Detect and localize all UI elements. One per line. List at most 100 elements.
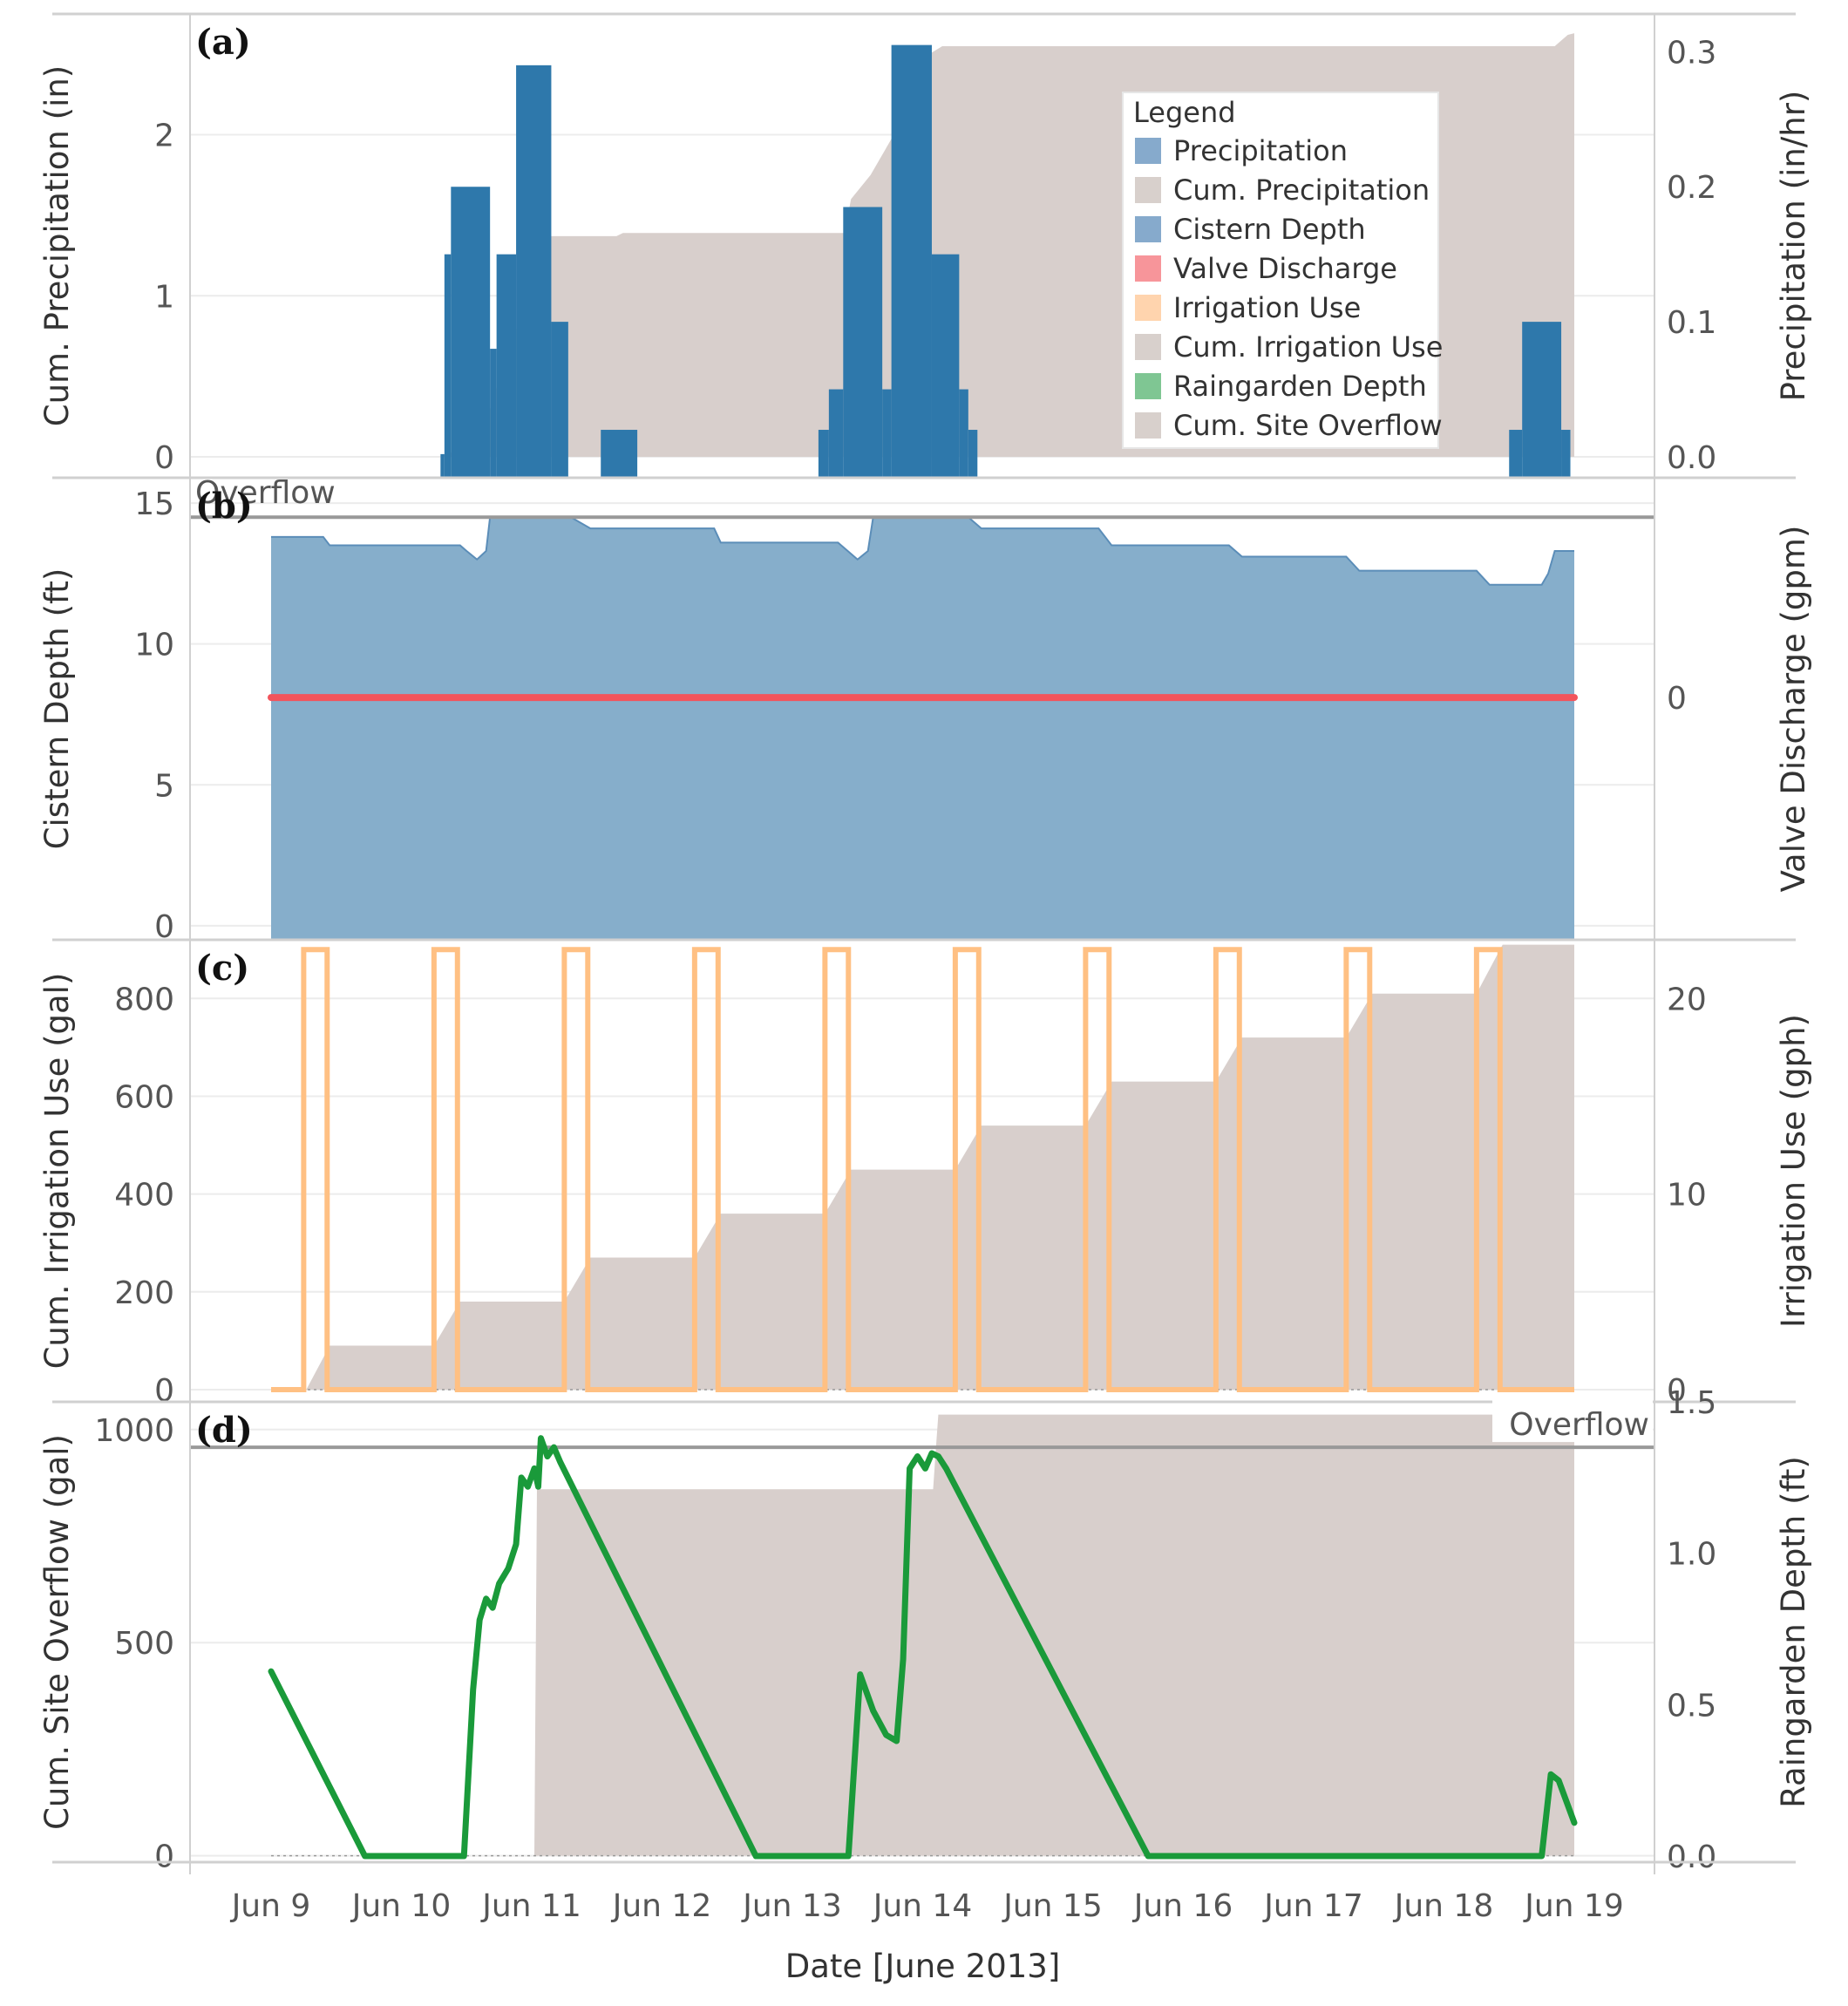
legend-swatch xyxy=(1135,373,1161,399)
precipitation-bar xyxy=(440,453,445,478)
precipitation-bar xyxy=(1522,322,1562,478)
precipitation-bar xyxy=(828,389,844,478)
legend-label: Raingarden Depth xyxy=(1173,370,1427,403)
precipitation-bar xyxy=(968,430,978,478)
tick-label-left: 0 xyxy=(154,1373,174,1409)
legend-label: Cum. Irrigation Use xyxy=(1173,330,1443,364)
x-tick-label: Jun 9 xyxy=(230,1888,311,1924)
panel-label: (a) xyxy=(195,22,251,63)
tick-label-left: 1000 xyxy=(94,1413,174,1449)
legend-label: Cum. Precipitation xyxy=(1173,173,1430,207)
irrigation-use-line xyxy=(271,947,1574,1392)
legend-label: Irrigation Use xyxy=(1173,291,1361,324)
x-tick-label: Jun 16 xyxy=(1132,1888,1233,1924)
tick-label-left: 2 xyxy=(154,119,174,154)
legend-title: Legend xyxy=(1133,96,1236,129)
precipitation-bar xyxy=(882,389,892,478)
tick-label-left: 200 xyxy=(114,1275,174,1311)
legend-box xyxy=(1122,92,1439,449)
y-axis-label-left: Cistern Depth (ft) xyxy=(38,568,76,850)
tick-label-left: 600 xyxy=(114,1079,174,1115)
raingarden-depth-line xyxy=(268,1435,1578,1860)
x-tick-label: Jun 18 xyxy=(1393,1888,1494,1924)
precipitation-bar xyxy=(891,44,932,478)
tick-label-right: 0 xyxy=(1667,1373,1687,1409)
x-axis-label: Date [June 2013] xyxy=(785,1948,1061,1985)
y-axis-label-right: Precipitation (in/hr) xyxy=(1775,91,1812,402)
panel-label: (c) xyxy=(195,948,249,989)
legend: Legend Precipitation Cum. Precipitation Cis… xyxy=(1122,92,1443,449)
tick-label-right: 1.0 xyxy=(1667,1537,1716,1573)
y-axis-label-left: Cum. Irrigation Use (gal) xyxy=(38,973,76,1370)
x-tick-label: Jun 15 xyxy=(1002,1888,1103,1924)
x-tick-label: Jun 19 xyxy=(1523,1888,1624,1924)
legend-swatch xyxy=(1135,334,1161,360)
tick-label-left: 0 xyxy=(154,909,174,945)
legend-swatch xyxy=(1135,177,1161,203)
y-axis-label-right: Valve Discharge (gpm) xyxy=(1775,526,1812,893)
precipitation-bar xyxy=(1509,430,1523,478)
panel-label: (b) xyxy=(195,486,253,527)
tick-label-right: 0.1 xyxy=(1667,305,1716,341)
tick-label-left: 5 xyxy=(154,768,174,804)
y-axis-label-left: Cum. Site Overflow (gal) xyxy=(38,1434,76,1830)
tick-label-right: 1.5 xyxy=(1667,1385,1716,1421)
overflow-annotation: Overflow xyxy=(195,475,336,511)
legend-label: Cistern Depth xyxy=(1173,213,1366,246)
legend-swatch xyxy=(1135,255,1161,282)
x-tick-label: Jun 11 xyxy=(480,1888,581,1924)
legend-swatch xyxy=(1135,138,1161,164)
x-axis: Jun 9 Jun 10 Jun 11 Jun 12 Jun 13 Jun 14 Jun 1… xyxy=(230,1888,1624,1985)
legend-label: Precipitation xyxy=(1173,134,1348,167)
precipitation-bar xyxy=(818,430,829,478)
y-axis-label-left: Cum. Precipitation (in) xyxy=(38,65,76,426)
precipitation-bar xyxy=(959,389,968,478)
tick-label-left: 0 xyxy=(154,1839,174,1875)
y-axis-label-right: Irrigation Use (gph) xyxy=(1775,1014,1812,1328)
x-tick-label: Jun 12 xyxy=(611,1888,712,1924)
tick-label-left: 1 xyxy=(154,279,174,315)
precipitation-bar xyxy=(496,254,517,478)
cistern-depth-area xyxy=(271,517,1574,940)
x-tick-label: Jun 13 xyxy=(741,1888,842,1924)
tick-label-left: 400 xyxy=(114,1178,174,1214)
overflow-annotation: Overflow xyxy=(1509,1407,1649,1443)
cum-site-overflow-area xyxy=(271,1414,1574,1856)
precipitation-bar xyxy=(551,322,568,478)
precipitation-bar xyxy=(451,187,491,478)
tick-label-left: 0 xyxy=(154,440,174,476)
tick-label-right: 0.0 xyxy=(1667,1839,1716,1875)
cistern-depth-line xyxy=(271,516,1574,586)
precipitation-bar xyxy=(931,254,960,478)
tick-label-right: 10 xyxy=(1667,1178,1707,1214)
tick-label-left: 10 xyxy=(134,628,174,663)
legend-label: Valve Discharge xyxy=(1173,252,1397,285)
x-tick-label: Jun 17 xyxy=(1262,1888,1363,1924)
precipitation-bar xyxy=(516,65,552,479)
tick-label-right: 0 xyxy=(1667,681,1687,717)
legend-swatch xyxy=(1135,216,1161,242)
legend-swatch xyxy=(1135,295,1161,321)
precipitation-bar xyxy=(601,430,638,478)
panel-b: Overflow 0 0 5 10 15 (b) Cistern Depth (ft) Valv… xyxy=(38,475,1812,945)
tick-label-right: 0.0 xyxy=(1667,440,1716,476)
precipitation-bar xyxy=(444,254,452,478)
tick-label-right: 0.5 xyxy=(1667,1688,1716,1724)
precipitation-bar xyxy=(490,349,497,478)
panel-d: Overflow 0.0 0.5 1.0 1.5 0 500 1000 (d) Cum. Site… xyxy=(38,1385,1812,1875)
legend-swatch xyxy=(1135,412,1161,439)
legend-label: Cum. Site Overflow xyxy=(1173,409,1443,442)
tick-label-right: 0.2 xyxy=(1667,170,1716,206)
panel-label: (d) xyxy=(195,1410,253,1451)
overflow-label-bg xyxy=(1492,1398,1653,1443)
x-tick-label: Jun 14 xyxy=(872,1888,973,1924)
precipitation-bar xyxy=(843,207,883,478)
tick-label-right: 0.3 xyxy=(1667,35,1716,71)
cum-irrigation-area xyxy=(271,944,1574,1390)
precipitation-bar xyxy=(1561,430,1571,478)
tick-label-left: 15 xyxy=(134,486,174,522)
y-axis-label-right: Raingarden Depth (ft) xyxy=(1775,1456,1812,1808)
tick-label-right: 20 xyxy=(1667,982,1707,1017)
